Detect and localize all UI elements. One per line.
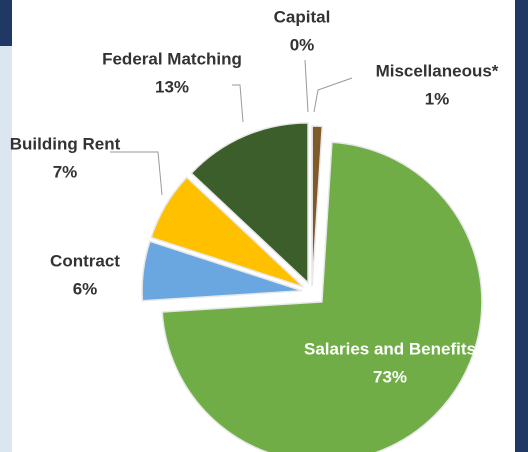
pie bbox=[141, 122, 483, 452]
leader-line bbox=[232, 84, 244, 123]
pie-slice bbox=[150, 176, 304, 288]
slice-label: Capital bbox=[274, 7, 331, 26]
slice-value-label: 73% bbox=[373, 367, 407, 386]
slice-label: Contract bbox=[50, 251, 120, 270]
slice-value-label: 1% bbox=[425, 89, 450, 108]
pie-slice bbox=[311, 125, 324, 287]
slice-label: Building Rent bbox=[10, 134, 121, 153]
slice-value-label: 6% bbox=[73, 279, 98, 298]
table-header-strip bbox=[0, 0, 12, 46]
slice-label: Federal Matching bbox=[102, 49, 242, 68]
pie-slice bbox=[141, 240, 303, 302]
leader-line bbox=[110, 151, 163, 196]
table-strip bbox=[0, 46, 12, 452]
right-border bbox=[515, 0, 528, 452]
leader-line bbox=[304, 59, 309, 113]
slice-value-label: 13% bbox=[155, 77, 189, 96]
slice-label: Salaries and Benefits bbox=[304, 339, 476, 358]
pie-slice bbox=[161, 141, 483, 452]
leader-line bbox=[313, 77, 353, 113]
pie-slice bbox=[190, 122, 309, 285]
slice-label: Miscellaneous* bbox=[376, 61, 499, 80]
labels: Capital 0% Miscellaneous* 1% Salaries and Be… bbox=[10, 7, 499, 386]
slice-value-label: 7% bbox=[53, 162, 78, 181]
slice-value-label: 0% bbox=[290, 35, 315, 54]
